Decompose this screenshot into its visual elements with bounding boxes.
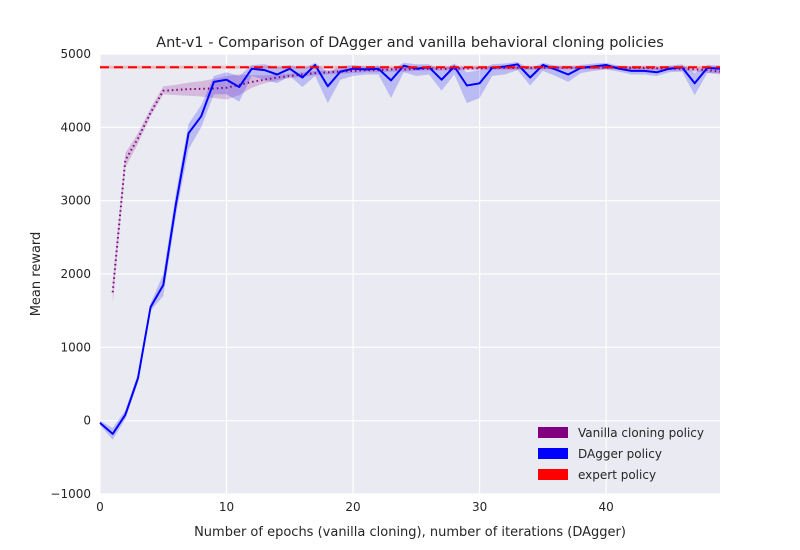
y-axis-label: Mean reward bbox=[29, 232, 44, 317]
x-tick-label: 20 bbox=[345, 500, 360, 514]
legend-swatch-vanilla-cloning-policy bbox=[538, 427, 568, 438]
x-tick-label: 10 bbox=[219, 500, 234, 514]
y-tick-label: 1000 bbox=[60, 340, 91, 354]
x-tick-label: 0 bbox=[96, 500, 104, 514]
x-axis-label: Number of epochs (vanilla cloning), numb… bbox=[194, 525, 626, 540]
x-tick-label: 40 bbox=[598, 500, 613, 514]
vanilla-cloning-policy-band bbox=[112, 65, 720, 304]
legend: Vanilla cloning policy DAgger policy exper… bbox=[538, 426, 704, 482]
y-tick-label: 0 bbox=[83, 414, 91, 428]
y-tick-label: 5000 bbox=[60, 47, 91, 61]
chart-title: Ant-v1 - Comparison of DAgger and vanill… bbox=[156, 35, 664, 51]
x-tick-labels: 0 10 20 30 40 bbox=[96, 500, 614, 514]
legend-label-expert-policy: expert policy bbox=[578, 468, 656, 482]
y-tick-label: 3000 bbox=[60, 194, 91, 208]
series-lines bbox=[99, 63, 721, 435]
y-tick-label: 2000 bbox=[60, 267, 91, 281]
y-tick-labels: −1000 0 1000 2000 3000 4000 5000 bbox=[50, 47, 91, 501]
legend-swatch-expert-policy bbox=[538, 469, 568, 480]
x-tick-label: 30 bbox=[472, 500, 487, 514]
grid-lines bbox=[99, 53, 720, 495]
legend-label-dagger-policy: DAgger policy bbox=[578, 447, 662, 461]
y-tick-label: −1000 bbox=[50, 487, 91, 501]
legend-label-vanilla-cloning-policy: Vanilla cloning policy bbox=[578, 426, 704, 440]
y-tick-label: 4000 bbox=[60, 120, 91, 134]
legend-swatch-dagger-policy bbox=[538, 448, 568, 459]
